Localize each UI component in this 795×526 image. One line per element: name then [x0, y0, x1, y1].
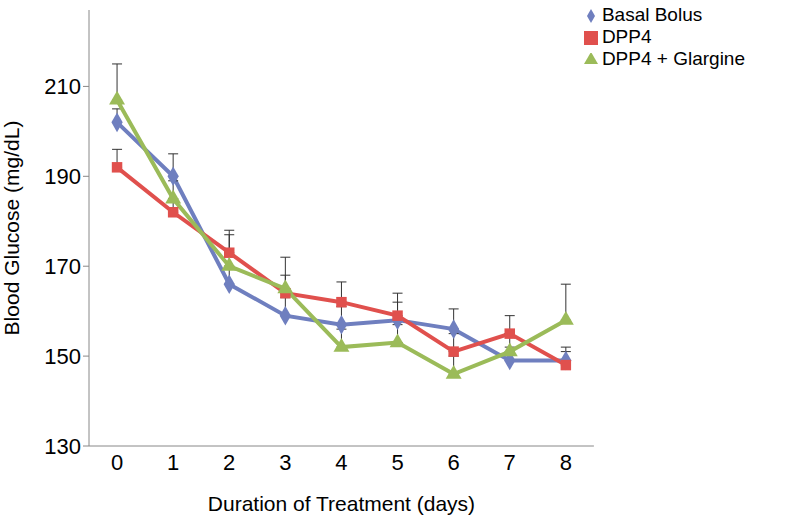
- html-text:DPP4: DPP4: [601, 26, 652, 47]
- svg-text:2: 2: [223, 450, 235, 475]
- svg-text:Blood Glucose (mg/dL): Blood Glucose (mg/dL): [0, 121, 23, 336]
- svg-text:150: 150: [44, 344, 81, 369]
- svg-text:1: 1: [167, 450, 179, 475]
- svg-text:4: 4: [335, 450, 347, 475]
- svg-text:210: 210: [44, 74, 81, 99]
- svg-text:6: 6: [448, 450, 460, 475]
- svg-text:3: 3: [279, 450, 291, 475]
- svg-text:7: 7: [504, 450, 516, 475]
- svg-text:5: 5: [391, 450, 403, 475]
- svg-text:8: 8: [560, 450, 572, 475]
- html-text:DPP4 + Glargine: DPP4 + Glargine: [601, 48, 745, 69]
- svg-text:190: 190: [44, 164, 81, 189]
- svg-text:0: 0: [111, 450, 123, 475]
- svg-text:170: 170: [44, 254, 81, 279]
- svg-text:Duration of Treatment (days): Duration of Treatment (days): [208, 492, 475, 515]
- html-text:Basal Bolus: Basal Bolus: [601, 4, 703, 25]
- svg-text:130: 130: [44, 434, 81, 459]
